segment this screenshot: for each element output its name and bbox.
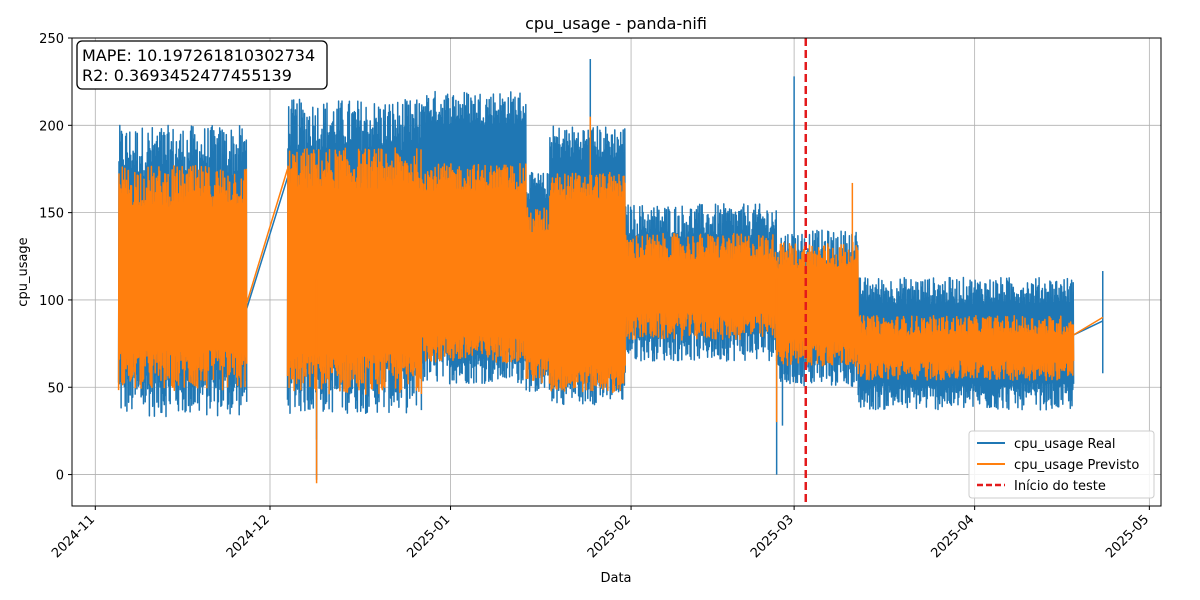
legend-box: [968, 430, 1155, 499]
y-tick-label: 150: [39, 207, 64, 222]
x-axis-label: Data: [600, 571, 631, 586]
y-axis-ticks: 0 50 100 150 200 250: [39, 32, 72, 484]
series-line-1: [117, 147, 1104, 395]
mape-text: MAPE: 10.197261810302734: [82, 46, 315, 65]
y-tick-label: 250: [39, 32, 64, 47]
metrics-box: [76, 40, 328, 90]
metrics-annotation: MAPE: 10.197261810302734 R2: 0.369345247…: [76, 40, 328, 90]
legend: cpu_usage Real cpu_usage Previsto Início…: [968, 430, 1155, 499]
y-tick-label: 100: [39, 294, 64, 309]
y-tick-label: 0: [56, 469, 64, 484]
plot-frame: [71, 37, 1162, 507]
legend-label-previsto: cpu_usage Previsto: [1014, 458, 1139, 473]
legend-label-test-start: Início do teste: [1014, 479, 1106, 494]
chart-title: cpu_usage - panda-nifi: [525, 14, 707, 34]
y-tick-label: 50: [47, 381, 64, 396]
legend-label-real: cpu_usage Real: [1014, 437, 1116, 452]
y-axis-label: cpu_usage: [16, 237, 31, 306]
r2-text: R2: 0.3693452477455139: [82, 66, 292, 85]
y-tick-label: 200: [39, 119, 64, 134]
series-line-0: [117, 90, 1104, 418]
plot-series: [117, 38, 1104, 506]
